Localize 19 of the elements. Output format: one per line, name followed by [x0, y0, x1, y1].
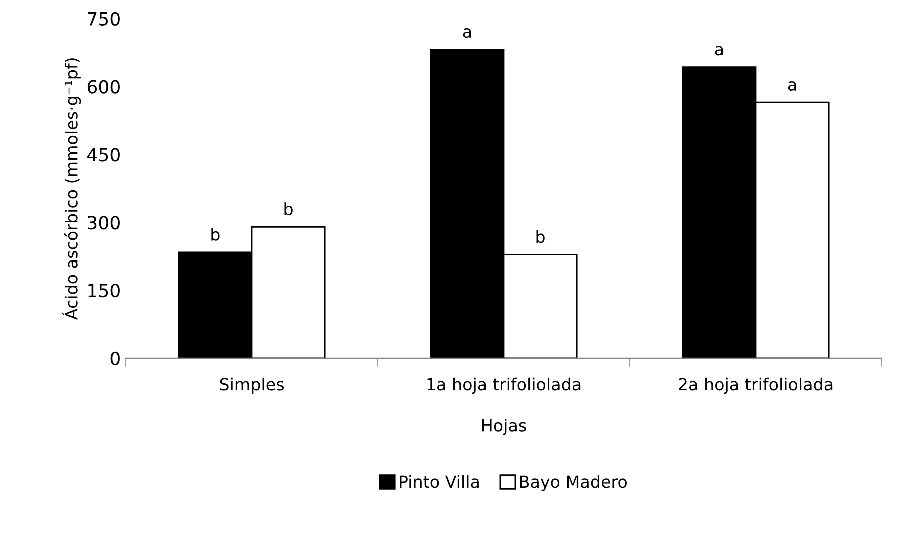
y-axis-title: Ácido ascórbico (mmoles·g⁻¹pf): [62, 58, 82, 320]
y-tick-label: 450: [88, 148, 120, 162]
legend-label: Pinto Villa: [400, 475, 479, 488]
annotation: a: [463, 28, 472, 38]
legend-label: Bayo Madero: [520, 475, 627, 492]
annotation: a: [715, 46, 724, 56]
annotation: b: [536, 230, 545, 244]
y-tick-label: 300: [88, 216, 120, 230]
y-tick-label: 0: [110, 352, 120, 366]
y-tick-label: 600: [88, 80, 120, 94]
annotation: a: [788, 81, 796, 92]
annotation: b: [212, 228, 220, 241]
x-tick-label: 1a hoja trifoliolada: [428, 378, 581, 394]
annotation: b: [284, 202, 293, 216]
y-tick-label: 750: [88, 12, 120, 26]
x-tick-label: Simples: [220, 378, 284, 394]
y-tick-label: 150: [88, 284, 120, 298]
x-axis-title: Hojas: [482, 419, 526, 436]
x-tick-label: 2a hoja trifoliolada: [679, 378, 833, 394]
